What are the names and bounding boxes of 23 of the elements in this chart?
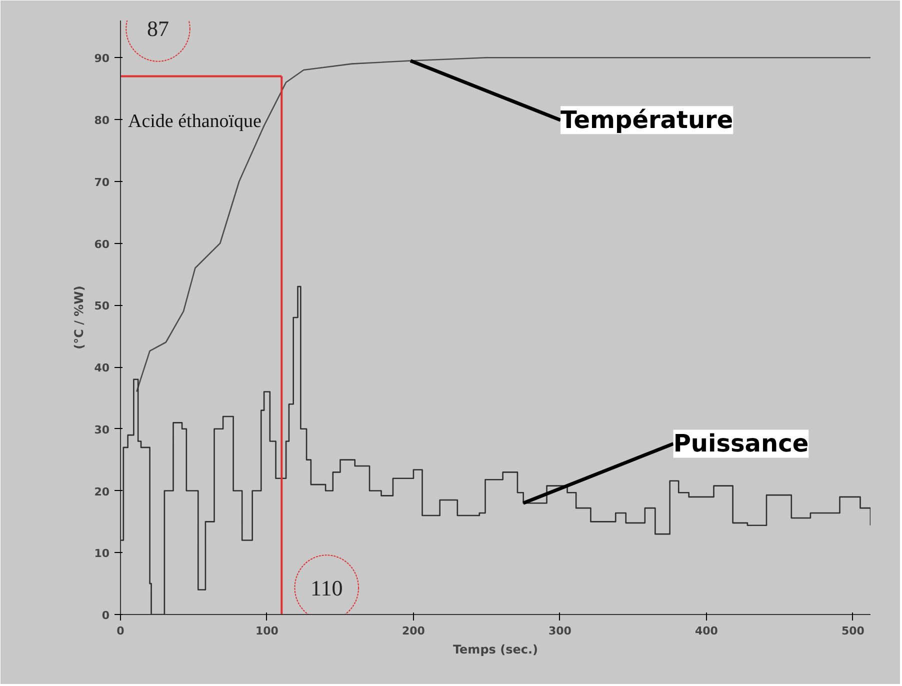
y-axis-title: (°C / %W) bbox=[72, 286, 86, 350]
y-tick-label: 30 bbox=[94, 423, 110, 436]
y-tick-label: 10 bbox=[94, 547, 110, 560]
y-tick-label: 60 bbox=[94, 238, 110, 251]
ref-line-label: 110 bbox=[310, 575, 343, 600]
y-tick-label: 90 bbox=[94, 52, 110, 66]
y-tick-label: 70 bbox=[94, 176, 110, 189]
ref-line-label: 87 bbox=[147, 16, 169, 42]
x-tick-label: 0 bbox=[116, 624, 125, 638]
x-axis-title: Temps (sec.) bbox=[452, 642, 538, 656]
x-tick-label: 400 bbox=[694, 624, 718, 638]
y-tick-label: 80 bbox=[94, 114, 110, 127]
y-tick-label: 50 bbox=[94, 300, 110, 313]
x-tick-label: 200 bbox=[402, 624, 426, 638]
annotation: Acide éthanoïque bbox=[128, 110, 262, 132]
annotation: Puissance bbox=[673, 430, 809, 458]
annotation: Température bbox=[560, 106, 734, 134]
y-tick-label: 40 bbox=[94, 362, 110, 374]
y-tick-label: 0 bbox=[102, 609, 110, 622]
x-tick-label: 100 bbox=[256, 624, 279, 638]
y-tick-label: 20 bbox=[94, 485, 110, 498]
x-tick-label: 500 bbox=[841, 624, 865, 638]
x-tick-label: 300 bbox=[548, 624, 572, 638]
